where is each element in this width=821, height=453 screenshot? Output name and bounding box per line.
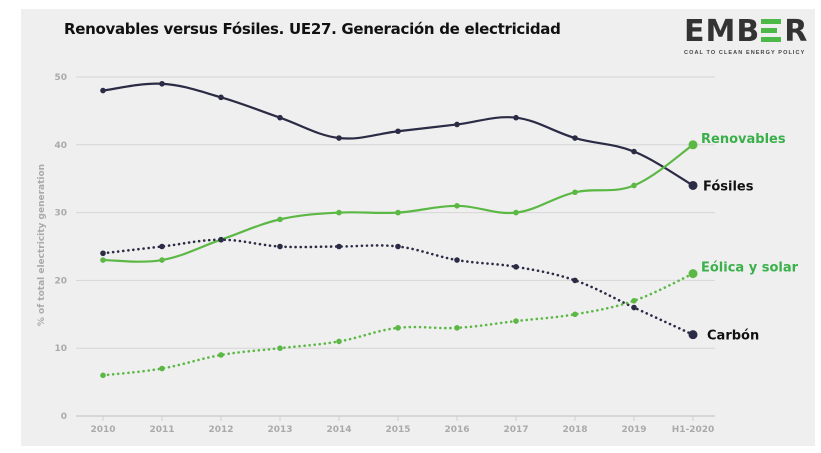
data-point-renovables (159, 257, 165, 263)
data-point-renovables (277, 216, 283, 223)
data-point-eolica-y-solar (277, 345, 283, 352)
series-lines (100, 80, 698, 379)
y-axis-label: % of total electricity generation (37, 164, 47, 326)
data-point-renovables (572, 189, 578, 196)
series-label-eolica-y-solar: Eólica y solar (701, 261, 799, 276)
data-point-carbon (218, 236, 224, 243)
data-point-eolica-y-solar (513, 318, 519, 324)
chart-panel (21, 9, 815, 446)
logo-tagline: COAL TO CLEAN ENERGY POLICY (684, 50, 806, 56)
data-point-fosiles (336, 135, 342, 141)
data-point-eolica-y-solar (454, 325, 460, 331)
series-label-carbon: Carbón (707, 329, 759, 344)
data-point-eolica-y-solar (218, 352, 224, 358)
series-fosiles (100, 80, 698, 190)
data-point-fosiles (513, 114, 519, 121)
series-carbon (100, 236, 698, 340)
data-point-renovables (513, 209, 519, 216)
x-tick-label: H1-2020 (672, 425, 715, 435)
y-tick-labels: 0 10 20 30 40 50 (54, 73, 67, 422)
data-point-carbon (159, 243, 165, 250)
data-point-fosiles (688, 180, 698, 190)
x-tick-label: 2013 (267, 425, 292, 435)
data-point-eolica-y-solar (572, 311, 578, 318)
ember-logo: EMB R COAL TO CLEAN ENERGY POLICY (684, 16, 814, 60)
data-point-renovables (395, 209, 401, 216)
series-renovables (100, 140, 698, 263)
y-tick-label: 50 (54, 73, 67, 83)
data-point-carbon (572, 277, 578, 284)
x-tick-label: 2018 (562, 425, 587, 435)
series-eolica-y-solar (100, 269, 698, 379)
series-line-fosiles (101, 82, 695, 187)
logo-word-right: R (784, 14, 809, 49)
series-line-carbon (101, 238, 695, 336)
logo-word-left: EMB (684, 14, 761, 49)
data-point-carbon (688, 330, 698, 340)
data-point-fosiles (277, 114, 283, 121)
data-point-carbon (277, 243, 283, 250)
data-point-fosiles (395, 128, 401, 135)
data-point-carbon (631, 304, 637, 311)
data-point-eolica-y-solar (336, 338, 342, 345)
data-point-renovables (688, 140, 698, 150)
data-point-fosiles (631, 148, 637, 155)
data-point-carbon (395, 243, 401, 250)
data-point-eolica-y-solar (395, 325, 401, 331)
x-tick-label: 2014 (326, 425, 351, 435)
data-point-renovables (454, 203, 460, 209)
x-tick-label: 2011 (149, 425, 174, 435)
data-point-fosiles (100, 87, 106, 94)
y-tick-label: 40 (54, 141, 67, 151)
series-label-renovables: Renovables (701, 132, 786, 147)
series-line-eolica-y-solar (101, 272, 695, 377)
data-point-renovables (100, 257, 106, 263)
y-tick-label: 30 (54, 209, 67, 219)
data-point-carbon (336, 243, 342, 250)
x-tick-label: 2019 (621, 425, 646, 435)
grid-lines (76, 76, 715, 417)
x-tick-label: 2016 (444, 425, 469, 435)
data-point-eolica-y-solar (159, 365, 165, 372)
logo-wordmark: EMB R (684, 16, 808, 48)
data-point-eolica-y-solar (631, 297, 637, 304)
series-labels: Fósiles Renovables Carbón Eólica y solar (701, 132, 799, 344)
data-point-carbon (513, 264, 519, 270)
x-tick-label: 2015 (385, 425, 410, 435)
data-point-fosiles (454, 121, 460, 128)
x-tick-label: 2012 (208, 425, 233, 435)
data-point-renovables (631, 182, 637, 189)
series-label-fosiles: Fósiles (703, 179, 754, 194)
data-point-fosiles (218, 94, 224, 101)
data-point-eolica-y-solar (688, 269, 698, 279)
x-tick-label: 2010 (90, 425, 115, 435)
data-point-fosiles (572, 135, 578, 141)
data-point-renovables (336, 209, 342, 216)
y-tick-label: 10 (54, 344, 67, 354)
x-tick-label: 2017 (503, 425, 528, 435)
y-tick-label: 20 (54, 276, 67, 286)
data-point-carbon (454, 257, 460, 263)
logo-e-bars-icon (761, 18, 783, 42)
x-tick-labels: 2010 2011 2012 2013 2014 2015 2016 2017 2018 2019… (90, 416, 714, 435)
data-point-carbon (100, 250, 106, 257)
data-point-eolica-y-solar (100, 372, 106, 379)
data-point-fosiles (159, 80, 165, 87)
y-tick-label: 0 (61, 412, 67, 422)
chart-title: Renovables versus Fósiles. UE27. Generac… (64, 20, 561, 38)
